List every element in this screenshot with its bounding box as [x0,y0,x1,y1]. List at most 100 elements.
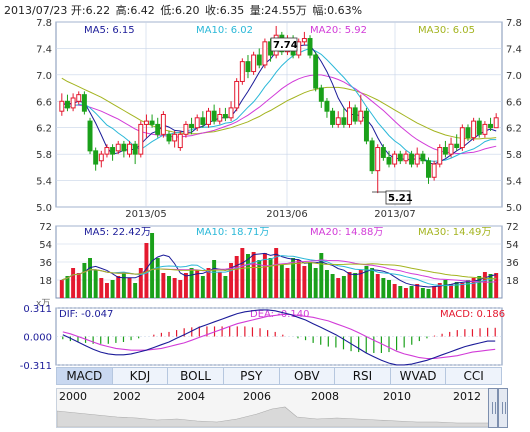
timeline-handle-right[interactable] [498,388,508,428]
candle-body [127,143,132,155]
macd-histogram [62,326,496,353]
price-ma10-label: MA10: 6.02 [196,25,253,36]
tab-macd[interactable]: MACD [57,368,113,384]
volume-bar [296,260,301,298]
vol-ma10-label: MA10: 18.71万 [196,227,269,238]
volume-bar [347,272,352,298]
volume-bar [291,258,296,298]
candle-body [363,110,369,142]
candle-body [115,143,121,152]
vol-ma5-label: MA5: 22.42万 [84,227,151,238]
price-tick-left: 7.4 [36,44,52,55]
candle-body [448,143,454,155]
timeline-year-2004: 2004 [177,390,205,403]
tab-kdj[interactable]: KDJ [113,368,169,384]
candle-body [87,120,93,152]
volume-bar [415,284,420,298]
volume-bar [375,274,380,298]
volume-bar [302,266,307,298]
volume-ma10-line [61,255,497,286]
volume-bar [262,253,267,298]
volume-bar [353,273,358,298]
timeline-year-2012: 2012 [453,390,481,403]
axis-ticks: 7.8 7.8 7.4 7.4 7.0 7.0 6.6 6.6 6.2 6.2 5.8 5.8 5.4 5… [20,18,522,372]
macd-value-label: MACD: 0.186 [440,309,505,320]
volume-bar [150,233,155,298]
x-tick-label: 2013/07 [374,209,416,220]
volume-bar [482,272,487,298]
volume-bar [454,282,459,298]
tab-obv[interactable]: OBV [280,368,336,384]
price-tick-left: 5.4 [36,177,52,188]
candle-body [482,123,488,135]
candle-body [149,120,155,125]
volume-bar [466,280,470,298]
tab-boll[interactable]: BOLL [168,368,224,384]
price-tick-left: 5.0 [36,203,52,214]
candle-body [256,54,262,66]
candle-body [262,41,268,66]
volume-bar [200,276,205,298]
candle-body [335,117,341,125]
volume-bar [432,286,437,298]
price-tick-right: 6.6 [506,97,522,108]
price-tick-left: 5.8 [36,150,52,161]
tab-wvad[interactable]: WVAD [391,368,447,384]
volume-bar [460,283,465,298]
volume-bar [381,278,386,298]
candle-body [155,123,161,135]
candle-body [347,107,352,125]
volume-tick-left: 72 [39,222,52,233]
volume-bar [494,273,499,298]
candle-body [93,150,99,165]
timeline-handle-left[interactable] [488,388,498,428]
volume-bar [127,278,132,298]
header-low: 低:6.20 [160,4,200,17]
volume-bar [223,276,228,298]
volume-bar [121,272,126,298]
volume-bar [279,264,284,298]
candle-body [104,147,110,155]
volume-bar [133,283,138,298]
quote-header: 2013/07/23 开:6.22 高:6.42 低:6.20 收:6.35 量… [4,2,364,18]
candle-body [318,87,324,102]
volume-bar [88,258,92,298]
volume-bar [71,268,76,298]
timeline-year-2008: 2008 [311,390,339,403]
volume-bar [212,260,217,298]
volume-bar [183,273,188,298]
candle-body [307,38,313,56]
candle-body [420,153,426,162]
volume-bar [167,276,171,298]
volume-bar [116,276,121,298]
volume-bar [229,263,234,298]
history-timeline[interactable]: 2000 2002 2004 2006 2008 2010 2012 [56,388,502,428]
volume-bar [104,283,109,298]
volume-tick-right: 72 [506,222,519,233]
volume-bar [409,286,414,298]
candle-body [166,133,172,142]
candle-body [76,94,82,102]
candle-body [234,80,240,109]
candle-body [160,114,166,135]
candle-body [454,143,460,149]
price-ma10-line [61,47,497,162]
volume-bar [246,254,250,298]
volume-ma20-line [61,259,497,283]
volume-bar [144,243,149,298]
macd-tick: 0.311 [23,304,52,315]
tab-rsi[interactable]: RSI [335,368,391,384]
volume-bar [206,268,211,298]
timeline-year-2002: 2002 [113,390,141,403]
tab-cci[interactable]: CCI [463,369,484,383]
candle-body [110,147,116,155]
volume-bar [398,286,403,298]
price-tick-right: 7.0 [506,71,522,82]
candle-body [324,100,330,112]
timeline-sparkline [57,406,501,427]
volume-bar [364,266,369,298]
price-tick-left: 6.2 [36,124,52,135]
tab-psy[interactable]: PSY [224,368,280,384]
volume-bar [93,270,98,298]
max-price-marker: 7.74 [270,37,298,52]
